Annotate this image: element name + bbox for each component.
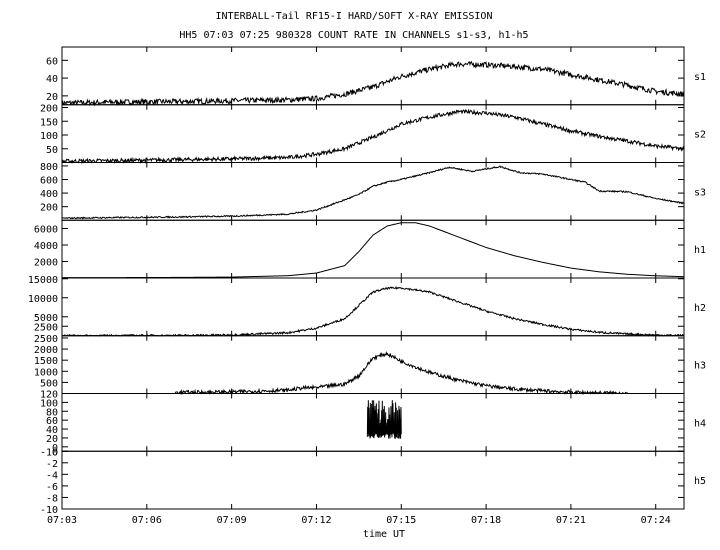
x-tick-label: 07:03 — [47, 515, 77, 526]
chart-subtitle: HH5 07:03 07:25 980328 COUNT RATE IN CHA… — [179, 30, 528, 41]
y-tick-label-h5: -10 — [40, 505, 58, 516]
channel-label-s1: s1 — [694, 72, 706, 83]
y-tick-label-h2: 5000 — [34, 313, 58, 324]
y-tick-label-s3: 800 — [40, 162, 58, 173]
panel-frame-h5 — [61, 450, 685, 510]
y-tick-label-s3: 200 — [40, 203, 58, 214]
channel-label-h5: h5 — [694, 476, 706, 487]
y-tick-label-h4: 0 — [52, 443, 58, 454]
y-tick-label-s2: 100 — [40, 131, 58, 142]
y-tick-label-s1: 40 — [46, 74, 58, 85]
y-tick-label-h4: 40 — [46, 425, 58, 436]
series-line-h3 — [174, 350, 628, 396]
y-tick-label-h1: 4000 — [34, 241, 58, 252]
y-tick-label-h5: -8 — [46, 493, 58, 504]
y-tick-label-h4: 100 — [40, 398, 58, 409]
panel-h1: 2000 4000 6000 h1 — [34, 219, 706, 279]
y-tick-label-h2: 15000 — [28, 275, 58, 286]
series-line-s3 — [61, 165, 685, 220]
y-tick-label-h1: 6000 — [34, 225, 58, 236]
panel-frame-h1 — [61, 219, 685, 279]
x-tick-label: 07:21 — [556, 515, 586, 526]
chart-title: INTERBALL-Tail RF15-I HARD/SOFT X-RAY EM… — [216, 11, 493, 22]
y-tick-label-h4: 20 — [46, 434, 58, 445]
y-tick-label-s1: 60 — [46, 56, 58, 67]
x-tick-label: 07:09 — [217, 515, 247, 526]
channel-label-s3: s3 — [694, 187, 706, 198]
y-tick-label-h5: -6 — [46, 482, 58, 493]
panel-frame-h3 — [61, 335, 685, 394]
series-line-s1 — [61, 60, 685, 107]
panel-frame-h2 — [61, 277, 685, 337]
y-tick-label-h4: 60 — [46, 416, 58, 427]
panel-frame-s3 — [61, 162, 685, 221]
x-tick-label: 07:18 — [471, 515, 501, 526]
y-tick-label-s2: 50 — [46, 145, 58, 156]
y-tick-label-s3: 600 — [40, 175, 58, 186]
y-tick-label-h4: 80 — [46, 407, 58, 418]
panel-s2: 50 100 150 200 s2 — [40, 104, 706, 165]
y-tick-label-s2: 150 — [40, 117, 58, 128]
y-tick-label-h2: 2500 — [34, 322, 58, 333]
y-tick-label-h4: 120 — [40, 390, 58, 401]
y-tick-label-h3: 1500 — [34, 356, 58, 367]
y-tick-label-h5: 0 — [52, 447, 58, 458]
panel-s3: 200 400 600 800 s3 — [40, 162, 706, 221]
y-tick-label-s1: 20 — [46, 92, 58, 103]
y-tick-label-h3: 2500 — [34, 334, 58, 345]
y-tick-label-h1: 2000 — [34, 258, 58, 269]
y-tick-label-s3: 400 — [40, 189, 58, 200]
y-tick-label-h3: 1000 — [34, 367, 58, 378]
x-axis-label: time UT — [363, 529, 405, 540]
series-line-h1 — [62, 222, 685, 279]
x-tick-label: 07:12 — [301, 515, 331, 526]
channel-label-h1: h1 — [694, 245, 706, 256]
channel-label-h3: h3 — [694, 361, 706, 372]
series-line-h4 — [366, 400, 402, 439]
channel-label-h4: h4 — [694, 418, 706, 429]
channel-label-s2: s2 — [694, 130, 706, 141]
channel-label-h2: h2 — [694, 303, 706, 314]
y-tick-label-h4: -10 — [40, 447, 58, 458]
x-axis: 07:03 07:06 07:09 07:12 07:15 07:18 07:21 07:24 — [47, 515, 671, 526]
series-line-h2 — [62, 285, 685, 337]
panel-s1: 20 40 60 s1 — [46, 46, 706, 107]
x-tick-label: 07:15 — [386, 515, 416, 526]
y-tick-label-h5: -2 — [46, 459, 58, 470]
series-line-s2 — [61, 108, 685, 165]
y-tick-label-h3: 500 — [40, 378, 58, 389]
x-tick-label: 07:24 — [641, 515, 671, 526]
y-tick-label-h5: -4 — [46, 470, 58, 481]
y-tick-label-h3: 2000 — [34, 345, 58, 356]
panels-group: 204060s150100150200s2200400600800s320004… — [28, 46, 706, 516]
x-tick-label: 07:06 — [132, 515, 162, 526]
y-tick-label-s2: 200 — [40, 104, 58, 115]
panel-frame-s1 — [61, 46, 685, 106]
y-tick-label-h2: 10000 — [28, 294, 58, 305]
